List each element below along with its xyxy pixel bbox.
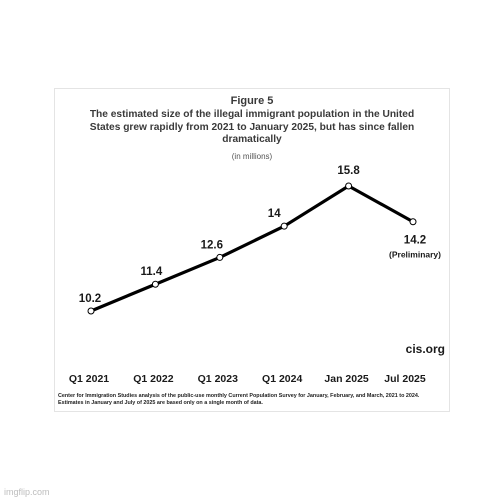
x-tick-label: Q1 2022 (133, 373, 173, 385)
brand-label: cis.org (405, 342, 445, 356)
x-tick-label: Q1 2021 (69, 373, 109, 385)
data-label: 11.4 (141, 266, 163, 278)
line-chart: 10.2 11.4 12.6 14 15.8 14.2 (Preliminary) Q1 2… (69, 165, 441, 385)
figure-panel: Figure 5 The estimated size of the illeg… (54, 88, 450, 412)
x-tick-label: Jul 2025 (384, 373, 426, 385)
data-point (345, 182, 353, 190)
data-label: 14.2 (404, 235, 426, 247)
figure-number: Figure 5 (230, 95, 274, 107)
data-point (409, 218, 417, 226)
data-label: 12.6 (201, 239, 223, 251)
x-tick-label: Q1 2023 (198, 373, 238, 385)
chart-subtitle: (in millions) (231, 152, 273, 161)
chart-title: The estimated size of the illegal immigr… (89, 109, 415, 146)
x-tick-label: Jan 2025 (324, 373, 369, 385)
data-label: 10.2 (79, 293, 101, 305)
data-label: 15.8 (337, 165, 360, 177)
source-note: Center for Immigration Studies analysis … (58, 393, 446, 407)
data-point (87, 307, 95, 315)
data-point (280, 222, 288, 230)
x-tick-label: Q1 2024 (262, 373, 302, 385)
data-point (151, 280, 159, 288)
watermark: imgflip.com (4, 487, 50, 497)
series-line (89, 184, 415, 313)
source-line-2: Estimates in January and July of 2025 ar… (58, 400, 263, 406)
data-point (216, 253, 224, 261)
data-label: 14 (268, 208, 281, 220)
annotation-label: (Preliminary) (389, 250, 441, 260)
source-line-1: Center for Immigration Studies analysis … (58, 393, 420, 399)
